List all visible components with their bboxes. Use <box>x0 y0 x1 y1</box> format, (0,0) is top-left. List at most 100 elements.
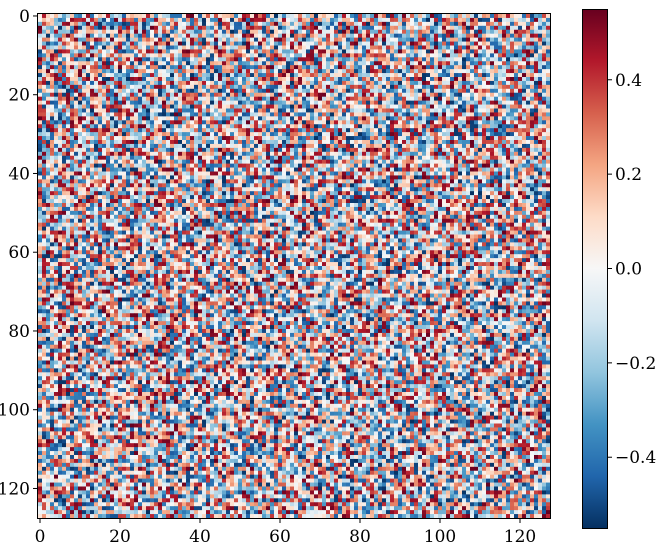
heatmap-cell <box>126 116 130 120</box>
heatmap-cell <box>438 124 442 128</box>
heatmap-cell <box>86 97 90 101</box>
heatmap-cell <box>98 26 102 30</box>
heatmap-cell <box>538 105 542 109</box>
heatmap-cell <box>194 34 198 38</box>
heatmap-cell <box>486 26 490 30</box>
heatmap-cell <box>338 136 342 140</box>
heatmap-cell <box>82 73 86 77</box>
heatmap-cell <box>470 144 474 148</box>
heatmap-cell <box>386 38 390 42</box>
heatmap-cell <box>122 22 126 26</box>
heatmap-cell <box>274 18 278 22</box>
heatmap-cell <box>218 77 222 81</box>
heatmap-cell <box>158 49 162 53</box>
heatmap-cell <box>102 81 106 85</box>
heatmap-cell <box>210 120 214 124</box>
heatmap-cell <box>470 89 474 93</box>
heatmap-cell <box>178 14 182 18</box>
heatmap-cell <box>246 132 250 136</box>
heatmap-cell <box>294 26 298 30</box>
heatmap-cell <box>342 109 346 113</box>
heatmap-cell <box>106 34 110 38</box>
heatmap-cell <box>414 132 418 136</box>
heatmap-cell <box>122 93 126 97</box>
heatmap-cell <box>354 128 358 132</box>
heatmap-cell <box>218 46 222 50</box>
heatmap-cell <box>322 57 326 61</box>
heatmap-cell <box>218 136 222 140</box>
heatmap-cell <box>394 164 398 168</box>
heatmap-cell <box>530 34 534 38</box>
heatmap-cell <box>210 89 214 93</box>
heatmap-cell <box>398 112 402 116</box>
heatmap-cell <box>454 53 458 57</box>
heatmap-cell <box>314 73 318 77</box>
heatmap-cell <box>62 34 66 38</box>
heatmap-cell <box>62 61 66 65</box>
heatmap-cell <box>530 81 534 85</box>
heatmap-cell <box>374 93 378 97</box>
heatmap-cell <box>538 26 542 30</box>
heatmap-cell <box>402 160 406 164</box>
heatmap-cell <box>126 97 130 101</box>
heatmap-cell <box>214 18 218 22</box>
heatmap-cell <box>394 97 398 101</box>
heatmap-cell <box>462 112 466 116</box>
heatmap-cell <box>58 105 62 109</box>
heatmap-cell <box>326 38 330 42</box>
heatmap-cell <box>366 38 370 42</box>
heatmap-cell <box>186 30 190 34</box>
heatmap-cell <box>266 53 270 57</box>
heatmap-cell <box>162 34 166 38</box>
heatmap-cell <box>254 65 258 69</box>
heatmap-cell <box>50 46 54 50</box>
heatmap-cell <box>202 112 206 116</box>
heatmap-cell <box>170 109 174 113</box>
heatmap-cell <box>210 152 214 156</box>
heatmap-cell <box>202 93 206 97</box>
heatmap-cell <box>282 105 286 109</box>
heatmap-cell <box>38 105 42 109</box>
heatmap-cell <box>422 160 426 164</box>
heatmap-cell <box>254 77 258 81</box>
heatmap-cell <box>430 26 434 30</box>
heatmap-cell <box>390 57 394 61</box>
heatmap-cell <box>534 148 538 152</box>
heatmap-cell <box>526 22 530 26</box>
heatmap-cell <box>278 148 282 152</box>
heatmap-cell <box>330 164 334 168</box>
heatmap-cell <box>250 93 254 97</box>
heatmap-cell <box>486 105 490 109</box>
heatmap-cell <box>314 22 318 26</box>
heatmap-cell <box>502 144 506 148</box>
heatmap-cell <box>446 77 450 81</box>
heatmap-cell <box>218 132 222 136</box>
heatmap-cell <box>66 53 70 57</box>
heatmap-cell <box>182 85 186 89</box>
heatmap-cell <box>114 164 118 168</box>
heatmap-cell <box>102 61 106 65</box>
heatmap-cell <box>66 73 70 77</box>
heatmap-cell <box>326 85 330 89</box>
heatmap-cell <box>278 73 282 77</box>
heatmap-cell <box>286 61 290 65</box>
heatmap-cell <box>150 81 154 85</box>
heatmap-cell <box>86 116 90 120</box>
heatmap-cell <box>546 120 550 124</box>
heatmap-cell <box>126 30 130 34</box>
heatmap-cell <box>450 34 454 38</box>
heatmap-cell <box>246 116 250 120</box>
heatmap-cell <box>166 57 170 61</box>
heatmap-cell <box>178 69 182 73</box>
heatmap-cell <box>214 38 218 42</box>
heatmap-cell <box>414 42 418 46</box>
heatmap-cell <box>418 120 422 124</box>
heatmap-cell <box>438 112 442 116</box>
heatmap-cell <box>106 112 110 116</box>
heatmap-cell <box>130 18 134 22</box>
heatmap-cell <box>38 26 42 30</box>
heatmap-cell <box>354 148 358 152</box>
heatmap-cell <box>462 140 466 144</box>
heatmap-cell <box>534 144 538 148</box>
heatmap-cell <box>82 160 86 164</box>
